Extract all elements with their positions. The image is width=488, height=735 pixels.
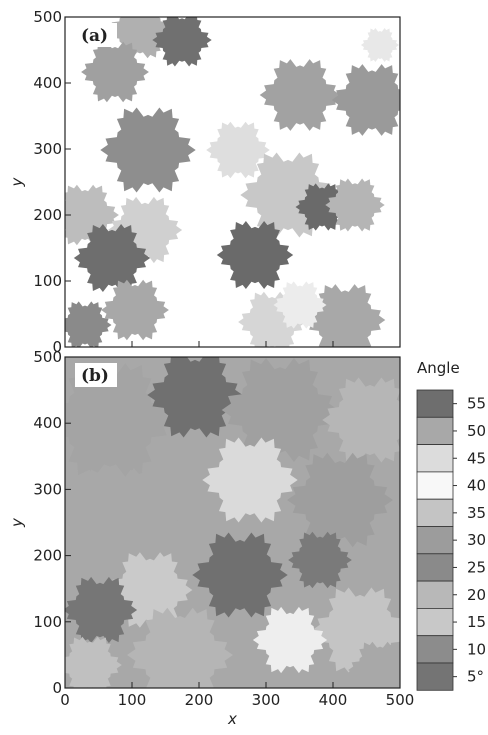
y-tick-label: 400 <box>33 74 62 92</box>
colorbar-swatch <box>416 635 454 664</box>
grain <box>65 363 174 477</box>
grain <box>295 183 349 231</box>
grain <box>216 221 294 289</box>
x-axis-label: x <box>227 710 237 728</box>
grain <box>147 357 243 438</box>
grain <box>206 121 270 179</box>
y-axis-label: y <box>8 517 26 528</box>
colorbar-swatch <box>416 389 454 418</box>
grain <box>65 636 122 688</box>
colorbar-tick-label: 5° <box>467 668 484 686</box>
panel-label-bg <box>75 23 117 47</box>
x-tick-label: 200 <box>185 691 214 709</box>
x-tick-label: 0 <box>60 691 70 709</box>
y-tick-label: 200 <box>33 547 62 565</box>
colorbar-swatch <box>416 580 454 609</box>
colorbar-swatch <box>416 662 454 691</box>
grain <box>221 358 339 462</box>
grain <box>322 377 400 463</box>
grain <box>127 607 233 688</box>
colorbar-tick-label: 25 <box>467 558 486 576</box>
grain <box>81 41 149 103</box>
y-tick-label: 0 <box>52 679 62 697</box>
colorbar-title: Angle <box>417 359 460 377</box>
colorbar-tick-label: 10 <box>467 640 486 658</box>
x-tick-label: 400 <box>319 691 348 709</box>
colorbar-swatch <box>416 498 454 527</box>
y-axis-label: y <box>8 176 26 187</box>
grain <box>348 641 400 688</box>
plot-frame <box>64 356 401 689</box>
colorbar-swatch <box>416 553 454 582</box>
grain <box>325 178 385 232</box>
colorbar-tick-label: 30 <box>467 531 486 549</box>
grain <box>304 284 386 347</box>
x-tick-label: 500 <box>386 691 415 709</box>
grain <box>65 468 179 572</box>
y-tick-label: 400 <box>33 414 62 432</box>
grain <box>252 606 328 674</box>
panel-label: (a) <box>81 26 108 46</box>
micrograph-b <box>65 357 400 688</box>
colorbar-tick-label: 55 <box>467 395 486 413</box>
y-tick-label: 300 <box>33 140 62 158</box>
grain <box>101 279 169 341</box>
colorbar-tick-label: 15 <box>467 613 486 631</box>
grain <box>287 452 393 548</box>
colorbar-swatch <box>416 526 454 555</box>
grain <box>152 17 212 67</box>
y-tick-label: 500 <box>33 348 62 366</box>
grain <box>192 532 288 618</box>
y-tick-label: 0 <box>52 338 62 356</box>
panel-label: (b) <box>81 366 109 386</box>
grain <box>73 224 151 292</box>
panel-label-bg <box>75 363 117 387</box>
y-tick-label: 300 <box>33 480 62 498</box>
grain <box>202 437 298 523</box>
grain <box>360 28 400 62</box>
y-tick-label: 200 <box>33 206 62 224</box>
grain <box>100 107 196 193</box>
colorbar-swatch <box>416 608 454 637</box>
colorbar-tick-label: 50 <box>467 422 486 440</box>
colorbar-tick-label: 40 <box>467 477 486 495</box>
plot-frame <box>64 16 401 348</box>
x-tick-label: 300 <box>252 691 281 709</box>
grain <box>65 301 112 347</box>
grain <box>288 531 352 589</box>
grain <box>331 64 400 136</box>
colorbar-tick-label: 35 <box>467 504 486 522</box>
grain <box>259 59 341 131</box>
colorbar-swatch <box>416 416 454 445</box>
grain <box>65 184 119 246</box>
micrograph-a <box>65 17 400 347</box>
y-tick-label: 500 <box>33 8 62 26</box>
colorbar-swatch <box>416 444 454 473</box>
y-tick-label: 100 <box>33 272 62 290</box>
grain <box>273 281 327 329</box>
colorbar-swatch <box>416 471 454 500</box>
y-tick-label: 100 <box>33 613 62 631</box>
grain <box>65 576 138 644</box>
x-tick-label: 100 <box>118 691 147 709</box>
colorbar-tick-label: 20 <box>467 586 486 604</box>
colorbar-tick-label: 45 <box>467 449 486 467</box>
